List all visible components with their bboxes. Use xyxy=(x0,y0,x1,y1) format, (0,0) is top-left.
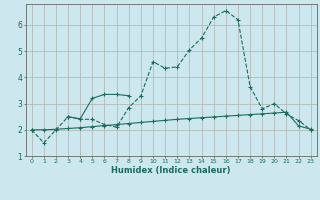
X-axis label: Humidex (Indice chaleur): Humidex (Indice chaleur) xyxy=(111,166,231,175)
